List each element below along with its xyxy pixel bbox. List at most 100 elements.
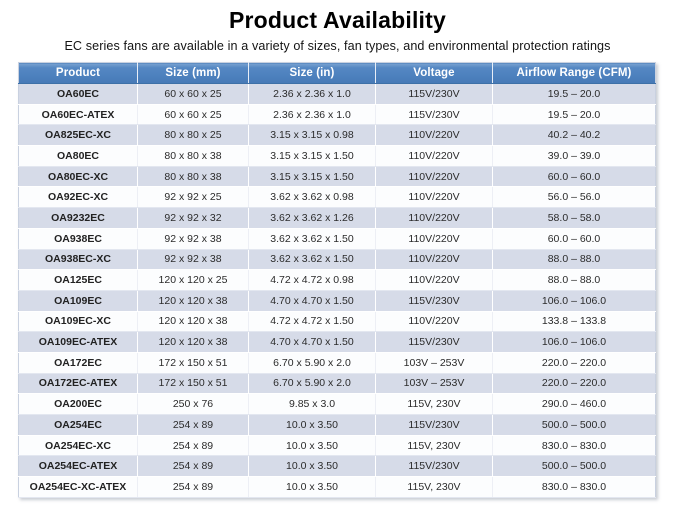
cell-size_mm: 120 x 120 x 38 [137,311,249,333]
column-header-size_in: Size (in) [248,62,376,84]
cell-size_mm: 92 x 92 x 38 [137,228,249,250]
cell-product: OA109EC-XC [18,311,138,333]
cell-product: OA109EC [18,290,138,312]
product-availability-table: Product Size (mm) Size (in) Voltage Airflow … [18,62,656,498]
cell-size_in: 10.0 x 3.50 [248,455,376,478]
cell-size_in: 9.85 x 3.0 [248,393,376,415]
table-row: OA938EC 92 x 92 x 38 3.62 x 3.62 x 1.50 110… [18,228,656,250]
cell-size_in: 3.62 x 3.62 x 1.50 [248,228,376,250]
table-row: OA254EC 254 x 89 10.0 x 3.50 115V/230V 500.0… [18,414,656,436]
cell-product: OA254EC-XC [18,435,138,457]
slide: Product Availability EC series fans are … [0,7,675,513]
cell-airflow_range_cfm: 88.0 – 88.0 [492,249,656,271]
cell-size_mm: 80 x 80 x 25 [137,124,249,147]
table-header-row: Product Size (mm) Size (in) Voltage Airflow … [18,62,656,84]
cell-airflow_range_cfm: 40.2 – 40.2 [492,124,656,147]
cell-product: OA254EC-XC-ATEX [18,476,138,498]
page-subtitle: EC series fans are available in a variet… [64,39,611,53]
cell-size_mm: 80 x 80 x 38 [137,145,249,167]
cell-size_mm: 120 x 120 x 38 [137,331,249,353]
cell-airflow_range_cfm: 88.0 – 88.0 [492,269,656,291]
table-row: OA200EC 250 x 76 9.85 x 3.0 115V, 230V 290.0… [18,393,656,415]
cell-size_mm: 250 x 76 [137,393,249,415]
cell-voltage: 115V/230V [375,290,493,312]
cell-product: OA80EC [18,145,138,167]
cell-size_mm: 254 x 89 [137,455,249,478]
table-row: OA109EC-ATEX 120 x 120 x 38 4.70 x 4.70 x … [18,331,656,353]
cell-size_in: 10.0 x 3.50 [248,435,376,457]
cell-airflow_range_cfm: 220.0 – 220.0 [492,352,656,374]
cell-size_in: 4.70 x 4.70 x 1.50 [248,290,376,312]
cell-airflow_range_cfm: 60.0 – 60.0 [492,228,656,250]
cell-size_in: 4.70 x 4.70 x 1.50 [248,331,376,353]
cell-voltage: 110V/220V [375,166,493,188]
table-header: Product Size (mm) Size (in) Voltage Airflow … [18,62,656,84]
cell-product: OA60EC-ATEX [18,104,138,126]
column-header-airflow_range_cfm: Airflow Range (CFM) [492,62,656,84]
cell-size_in: 3.62 x 3.62 x 1.50 [248,249,376,271]
cell-airflow_range_cfm: 220.0 – 220.0 [492,373,656,395]
cell-product: OA125EC [18,269,138,291]
cell-airflow_range_cfm: 500.0 – 500.0 [492,455,656,478]
column-header-size_mm: Size (mm) [137,62,249,84]
cell-size_mm: 80 x 80 x 38 [137,166,249,188]
cell-airflow_range_cfm: 106.0 – 106.0 [492,290,656,312]
cell-airflow_range_cfm: 290.0 – 460.0 [492,393,656,415]
cell-size_mm: 172 x 150 x 51 [137,373,249,395]
table-row: OA109EC 120 x 120 x 38 4.70 x 4.70 x 1.50 1… [18,290,656,312]
cell-size_in: 3.62 x 3.62 x 0.98 [248,186,376,209]
cell-voltage: 110V/220V [375,269,493,291]
cell-voltage: 110V/220V [375,124,493,147]
cell-size_in: 3.62 x 3.62 x 1.26 [248,207,376,229]
cell-voltage: 110V/220V [375,311,493,333]
cell-airflow_range_cfm: 19.5 – 20.0 [492,104,656,126]
cell-size_mm: 254 x 89 [137,414,249,436]
cell-size_mm: 172 x 150 x 51 [137,352,249,374]
cell-voltage: 115V, 230V [375,476,493,498]
table-row: OA825EC-XC 80 x 80 x 25 3.15 x 3.15 x 0.98… [18,124,656,147]
cell-voltage: 115V/230V [375,455,493,478]
cell-voltage: 110V/220V [375,186,493,209]
table-row: OA938EC-XC 92 x 92 x 38 3.62 x 3.62 x 1.50… [18,249,656,271]
cell-product: OA254EC [18,414,138,436]
cell-size_in: 6.70 x 5.90 x 2.0 [248,352,376,374]
cell-product: OA60EC [18,83,138,105]
cell-size_in: 2.36 x 2.36 x 1.0 [248,83,376,105]
cell-airflow_range_cfm: 60.0 – 60.0 [492,166,656,188]
cell-airflow_range_cfm: 56.0 – 56.0 [492,186,656,209]
cell-size_mm: 254 x 89 [137,476,249,498]
cell-voltage: 110V/220V [375,145,493,167]
cell-voltage: 115V/230V [375,331,493,353]
cell-product: OA92EC-XC [18,186,138,209]
column-header-voltage: Voltage [375,62,493,84]
cell-size_in: 4.72 x 4.72 x 1.50 [248,311,376,333]
page-title: Product Availability [228,7,446,33]
table-row: OA92EC-XC 92 x 92 x 25 3.62 x 3.62 x 0.98 1… [18,186,656,209]
cell-voltage: 103V – 253V [375,373,493,395]
table-row: OA254EC-XC-ATEX 254 x 89 10.0 x 3.50 115V, … [18,476,656,498]
cell-size_in: 3.15 x 3.15 x 1.50 [248,145,376,167]
cell-size_in: 3.15 x 3.15 x 1.50 [248,166,376,188]
table-row: OA80EC 80 x 80 x 38 3.15 x 3.15 x 1.50 110V… [18,145,656,167]
cell-size_in: 3.15 x 3.15 x 0.98 [248,124,376,147]
cell-size_in: 10.0 x 3.50 [248,476,376,498]
cell-size_mm: 92 x 92 x 32 [137,207,249,229]
table-row: OA80EC-XC 80 x 80 x 38 3.15 x 3.15 x 1.50 1… [18,166,656,188]
cell-voltage: 115V, 230V [375,393,493,415]
cell-airflow_range_cfm: 39.0 – 39.0 [492,145,656,167]
table-row: OA254EC-ATEX 254 x 89 10.0 x 3.50 115V/230V… [18,455,656,478]
column-header-product: Product [18,62,138,84]
cell-product: OA825EC-XC [18,124,138,147]
cell-airflow_range_cfm: 830.0 – 830.0 [492,435,656,457]
cell-size_in: 10.0 x 3.50 [248,414,376,436]
table-row: OA60EC 60 x 60 x 25 2.36 x 2.36 x 1.0 115V/… [18,83,656,105]
cell-airflow_range_cfm: 19.5 – 20.0 [492,83,656,105]
cell-product: OA200EC [18,393,138,415]
table-row: OA172EC-ATEX 172 x 150 x 51 6.70 x 5.90 x … [18,373,656,395]
cell-product: OA109EC-ATEX [18,331,138,353]
cell-product: OA172EC [18,352,138,374]
table-row: OA60EC-ATEX 60 x 60 x 25 2.36 x 2.36 x 1.0… [18,104,656,126]
table-row: OA9232EC 92 x 92 x 32 3.62 x 3.62 x 1.26 11… [18,207,656,229]
cell-voltage: 115V, 230V [375,435,493,457]
table-row: OA254EC-XC 254 x 89 10.0 x 3.50 115V, 230V 8… [18,435,656,457]
